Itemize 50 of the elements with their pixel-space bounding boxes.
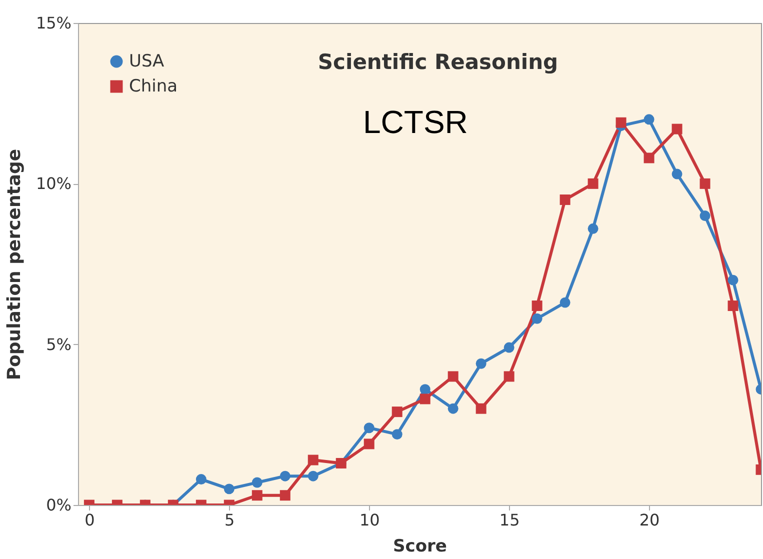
point: [672, 124, 682, 134]
x-tick-label: 20: [639, 510, 660, 530]
point: [420, 384, 430, 395]
point: [644, 152, 654, 164]
point: [588, 223, 598, 234]
text: Scientific Reasoning: [318, 50, 558, 74]
point: [560, 194, 570, 205]
point: [392, 429, 402, 440]
point: [616, 117, 626, 128]
y-tick-label: 10%: [36, 174, 72, 194]
point: [728, 274, 738, 286]
point: [700, 178, 710, 189]
legend-label: USA: [129, 52, 165, 72]
point: [252, 477, 262, 488]
point: [448, 371, 458, 382]
point: [308, 470, 318, 482]
y-tick-label: 15%: [36, 14, 72, 32]
point: [392, 406, 402, 418]
x-tick-label: 10: [359, 510, 380, 530]
point: [560, 297, 570, 308]
point: [728, 300, 738, 312]
point: [700, 210, 710, 222]
point: [252, 490, 262, 501]
point: [644, 114, 654, 125]
point: [672, 168, 682, 180]
point: [532, 300, 542, 312]
x-tick-label: 5: [224, 510, 235, 530]
point: [364, 422, 374, 434]
x-axis-title: Score: [393, 536, 447, 556]
point: [196, 474, 206, 485]
point: [280, 470, 290, 482]
point: [308, 454, 318, 466]
x-tick-label: 15: [499, 510, 520, 530]
point: [476, 358, 486, 369]
point: [476, 403, 486, 414]
annotation: LCTSR: [363, 104, 468, 140]
point: [448, 403, 458, 414]
legend-label: China: [129, 76, 178, 96]
x-tick-label: 0: [84, 510, 95, 530]
point: [224, 484, 234, 494]
point: [588, 178, 598, 189]
y-tick-label: 5%: [46, 334, 72, 354]
point: [504, 342, 514, 353]
y-axis-title: Population percentage: [4, 148, 25, 380]
point: [504, 371, 514, 382]
point: [280, 490, 290, 501]
y-tick-label: 0%: [46, 496, 72, 514]
point: [532, 313, 542, 324]
point: [420, 394, 430, 404]
point: [364, 438, 374, 450]
